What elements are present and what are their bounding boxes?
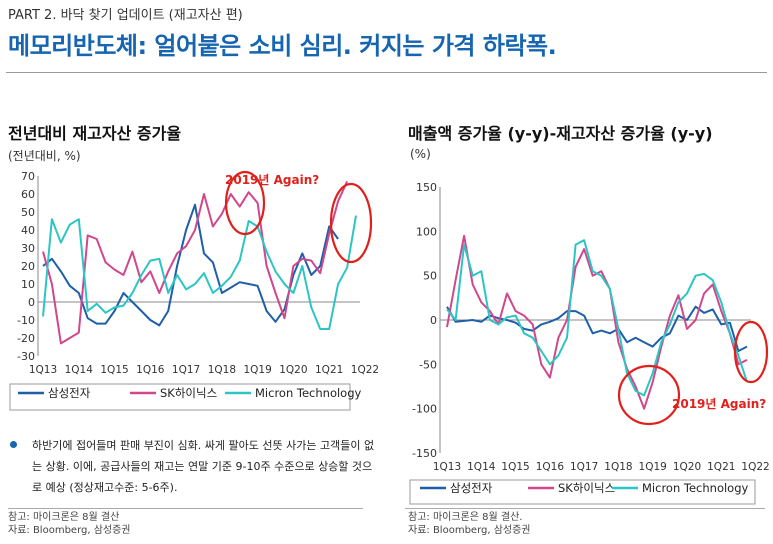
- chart2-highlight-ellipse: [617, 364, 681, 426]
- chart2-x-tick-label: 1Q21: [707, 461, 735, 473]
- chart1-y-tick-label: 60: [21, 188, 35, 201]
- chart2-x-tick-label: 1Q19: [639, 461, 667, 473]
- chart1-y-tick-label: 0: [28, 296, 35, 309]
- chart1-x-tick-label: 1Q18: [208, 364, 236, 376]
- left-note: 참고: 마이크론은 8월 결산: [8, 512, 120, 523]
- part-label: PART 2. 바닥 찾기 업데이트 (재고자산 편): [8, 8, 243, 23]
- chart2-series-line-skhynix: [446, 234, 748, 410]
- chart1-x-tick-label: 1Q21: [315, 364, 343, 376]
- chart2-legend-box: [409, 479, 756, 505]
- chart1-y-tick-label: 70: [21, 170, 35, 183]
- chart2-y-tick-label: 150: [416, 181, 437, 194]
- chart1-unit-label: (전년대비, %): [8, 149, 81, 163]
- bullet-icon: [10, 441, 17, 448]
- chart1-y-tick-label: 20: [21, 260, 35, 273]
- chart1-y-tick-label: -10: [17, 314, 35, 327]
- chart1-y-tick-label: 10: [21, 278, 35, 291]
- chart2-y-tick-label: -50: [419, 358, 437, 371]
- chart1-x-tick-label: 1Q15: [100, 364, 128, 376]
- chart2-x-tick-label: 1Q18: [604, 461, 632, 473]
- chart2-x-tick-label: 1Q16: [536, 461, 565, 473]
- chart2-y-tick-label: -100: [412, 403, 437, 416]
- chart1-series-line-skhynix: [42, 180, 349, 345]
- right-footnote: 참고: 마이크론은 8월 결산. 자료: Bloomberg, 삼성증권: [408, 511, 531, 537]
- chart2-annotation: 2019년 Again?: [672, 397, 766, 411]
- chart1-x-tick-label: 1Q17: [172, 364, 200, 376]
- top-divider: [6, 72, 767, 73]
- chart2-x-tick-label: 1Q14: [467, 461, 496, 473]
- chart1-x-tick-label: 1Q13: [29, 364, 57, 376]
- chart2-legend-label-skhynix: SK하이닉스: [558, 481, 615, 495]
- chart2-series-line-samsung: [446, 305, 748, 352]
- page-headline: 메모리반도체: 얼어붙은 소비 심리. 커지는 가격 하락폭.: [8, 32, 557, 60]
- chart1-x-tick-label: 1Q14: [65, 364, 94, 376]
- right-note: 참고: 마이크론은 8월 결산.: [408, 512, 523, 523]
- chart2-x-tick-label: 1Q20: [673, 461, 701, 473]
- chart1-x-tick-label: 1Q22: [351, 364, 379, 376]
- left-source: 자료: Bloomberg, 삼성증권: [8, 525, 131, 536]
- chart1-legend-label-micron: Micron Technology: [255, 386, 362, 400]
- chart2-x-tick-label: 1Q13: [433, 461, 461, 473]
- right-source: 자료: Bloomberg, 삼성증권: [408, 525, 531, 536]
- chart1-x-tick-label: 1Q20: [279, 364, 307, 376]
- chart2-y-tick-label: 50: [423, 270, 437, 283]
- chart2-x-tick-label: 1Q17: [570, 461, 598, 473]
- chart2-highlight-ellipse: [733, 320, 769, 384]
- chart1-x-tick-label: 1Q19: [243, 364, 271, 376]
- chart2-legend-label-samsung: 삼성전자: [450, 481, 493, 495]
- chart1-y-tick-label: -20: [17, 332, 35, 345]
- chart1-legend-box: [9, 383, 351, 411]
- chart2-title: 매출액 증가율 (y-y)-재고자산 증가율 (y-y): [408, 124, 713, 143]
- left-footnote: 참고: 마이크론은 8월 결산 자료: Bloomberg, 삼성증권: [8, 511, 131, 537]
- chart1-highlight-ellipse: [329, 182, 373, 264]
- chart1-y-tick-label: 50: [21, 206, 35, 219]
- chart1-legend-label-samsung: 삼성전자: [48, 386, 91, 400]
- chart1-legend-label-skhynix: SK하이닉스: [160, 386, 217, 400]
- chart2-x-tick-label: 1Q22: [741, 461, 769, 473]
- left-footer-divider: [8, 508, 363, 509]
- chart1-annotation: 2019년 Again?: [225, 173, 319, 187]
- chart2-y-tick-label: -150: [412, 447, 437, 460]
- chart1-x-tick-label: 1Q16: [136, 364, 165, 376]
- chart2-legend-label-micron: Micron Technology: [642, 481, 749, 495]
- chart2-y-tick-label: 100: [416, 225, 437, 238]
- chart2-series-line-micron: [446, 239, 748, 397]
- chart2-y-tick-label: 0: [430, 314, 437, 327]
- chart1-y-tick-label: -30: [17, 350, 35, 363]
- right-footer-divider: [405, 508, 765, 509]
- commentary-text: 하반기에 접어들며 판매 부진이 심화. 싸게 팔아도 선뜻 사가는 고객들이 …: [32, 439, 375, 494]
- chart2-x-tick-label: 1Q15: [501, 461, 529, 473]
- chart2-unit-label: (%): [410, 147, 431, 161]
- chart1-y-tick-label: 40: [21, 224, 35, 237]
- chart1-y-tick-label: 30: [21, 242, 35, 255]
- chart1-title: 전년대비 재고자산 증가율: [8, 124, 182, 143]
- chart1-series-line-micron: [42, 215, 357, 330]
- chart1-highlight-ellipse: [224, 170, 266, 236]
